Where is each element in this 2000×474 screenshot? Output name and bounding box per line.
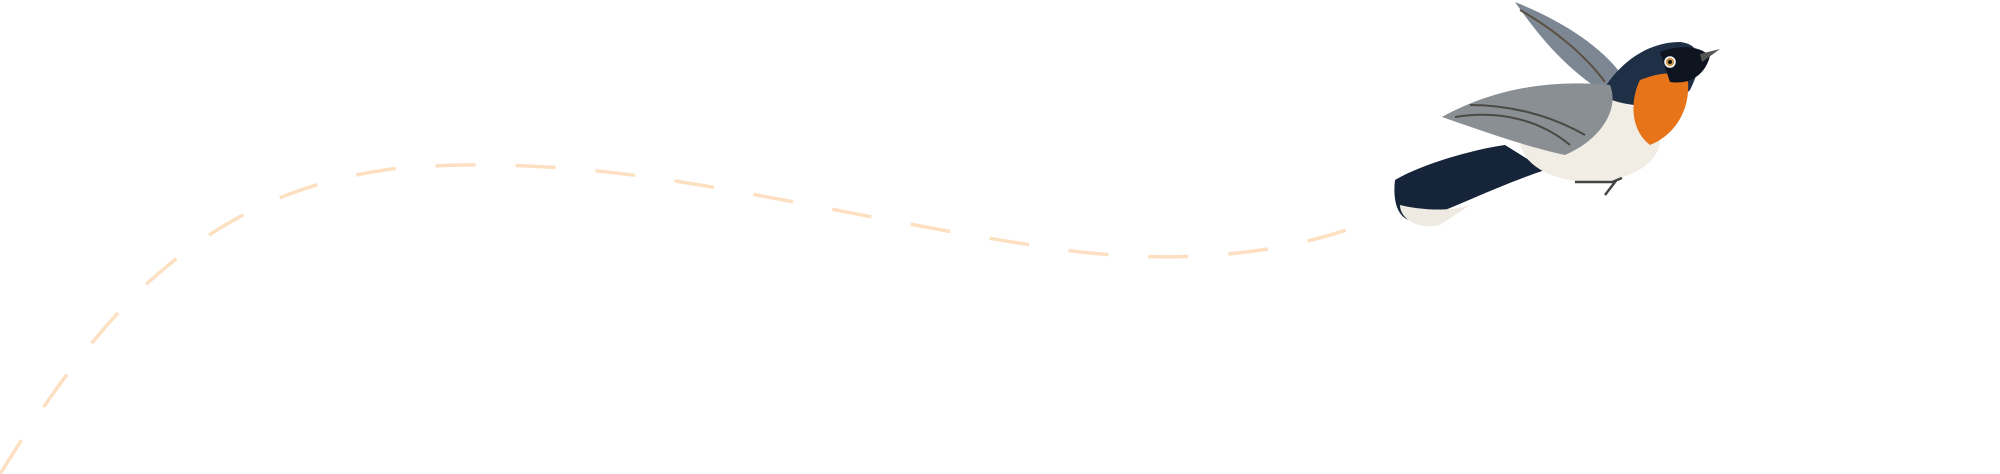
flying-bird-icon <box>1394 2 1720 227</box>
dashed-flight-path <box>0 163 1356 474</box>
